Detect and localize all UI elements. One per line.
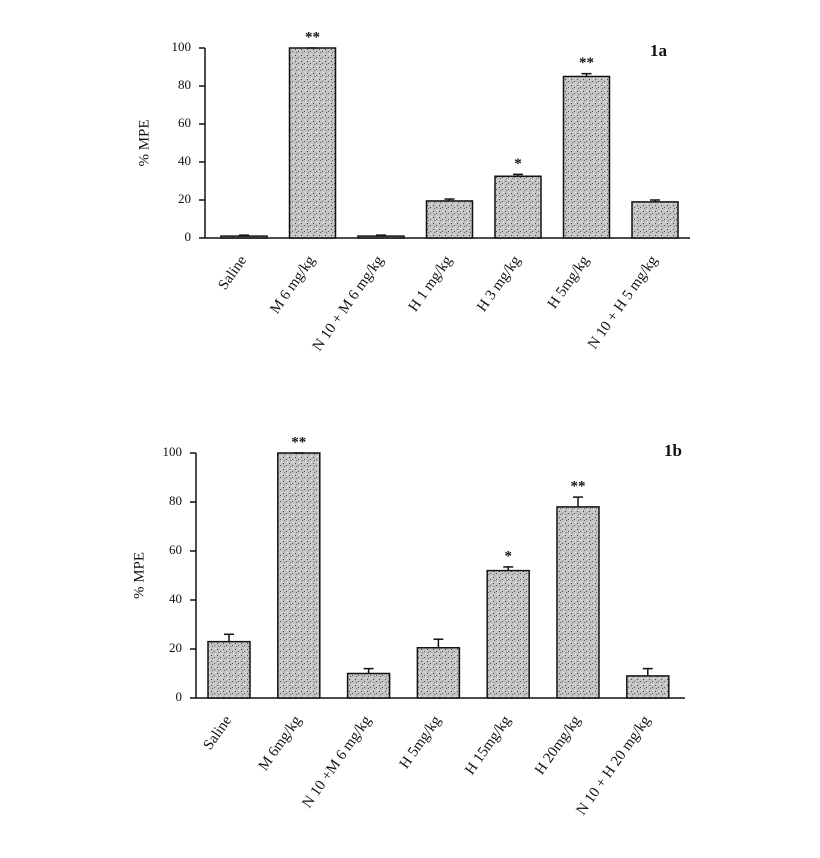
significance: ** — [571, 479, 586, 495]
y-axis-label: % MPE — [136, 119, 152, 166]
x-tick-label: N 10 + H 5 mg/kg — [585, 253, 661, 352]
x-tick-label: H 3 mg/kg — [474, 253, 524, 315]
bar — [631, 201, 679, 239]
x-tick-label: N 10 +M 6 mg/kg — [299, 713, 375, 811]
y-tick-label: 20 — [169, 640, 182, 655]
y-tick-label: 0 — [185, 229, 192, 244]
bar — [288, 47, 337, 239]
bar — [277, 452, 321, 699]
significance: ** — [305, 29, 320, 45]
x-tick-label: H 20mg/kg — [532, 713, 584, 778]
panel-label: 1a — [650, 41, 668, 60]
y-tick-label: 80 — [178, 77, 191, 92]
significance: ** — [291, 434, 306, 450]
y-tick-label: 40 — [178, 153, 191, 168]
bar — [357, 235, 405, 239]
x-tick-label: N 10 + M 6 mg/kg — [310, 253, 388, 355]
x-tick-label: Saline — [200, 713, 235, 753]
bar — [425, 200, 474, 239]
bar — [220, 235, 268, 239]
y-tick-label: 60 — [178, 115, 191, 130]
bar — [207, 640, 251, 699]
bar — [494, 175, 542, 239]
significance: * — [504, 548, 512, 564]
y-axis-label: % MPE — [131, 552, 147, 599]
y-tick-label: 80 — [169, 493, 182, 508]
x-tick-label: N 10 + H 20 mg/kg — [574, 713, 655, 819]
bar — [562, 75, 611, 239]
x-tick-label: H 5mg/kg — [397, 713, 445, 772]
panel-label: 1b — [664, 441, 682, 460]
y-tick-label: 0 — [176, 689, 183, 704]
bar — [626, 675, 670, 699]
y-tick-label: 100 — [163, 444, 183, 459]
significance: ** — [579, 55, 594, 71]
y-tick-label: 100 — [172, 39, 192, 54]
x-tick-label: H 15mg/kg — [462, 713, 514, 778]
bar — [556, 506, 600, 699]
significance: * — [514, 156, 522, 172]
bar — [346, 672, 391, 699]
y-tick-label: 20 — [178, 191, 191, 206]
y-tick-label: 40 — [169, 591, 182, 606]
y-tick-label: 60 — [169, 542, 182, 557]
x-tick-label: M 6mg/kg — [256, 713, 305, 774]
x-tick-label: M 6 mg/kg — [267, 253, 319, 317]
x-tick-label: H 5mg/kg — [545, 253, 593, 312]
bar — [486, 569, 530, 699]
x-tick-label: Saline — [215, 253, 250, 293]
bar — [416, 647, 461, 699]
x-tick-label: H 1 mg/kg — [406, 253, 456, 315]
